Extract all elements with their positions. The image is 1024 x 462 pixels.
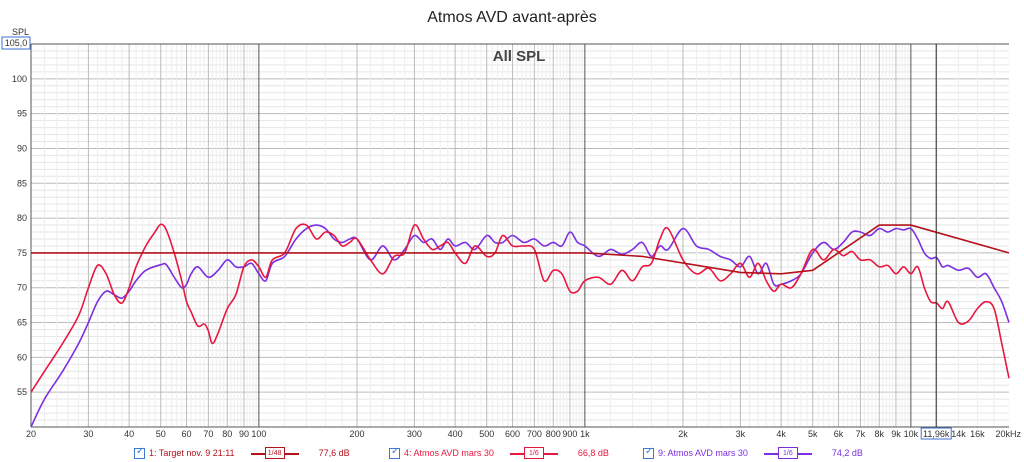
x-tick-label: 90 (239, 429, 249, 439)
y-tick-label: 95 (17, 109, 27, 119)
x-axis-ticks: 20 30 40 50 60 70 80 90 100 200 300 400 500 600 700 800… (26, 429, 1022, 439)
y-tick-label: 85 (17, 178, 27, 188)
checkbox-icon[interactable] (134, 446, 145, 459)
chart-subtitle: All SPL (493, 48, 546, 65)
smoothing-label: 1/48 (264, 447, 285, 459)
x-tick-label: 100 (251, 429, 266, 439)
cursor-value: 11,96k (923, 429, 950, 439)
frequency-response-chart: Atmos AVD avant-après 55 60 65 70 75 80 85 90 95… (1, 9, 1022, 440)
series-layer (30, 223, 1010, 428)
legend-series-name: 9: Atmos AVD mars 30 (658, 448, 748, 458)
legend-line-swatch[interactable]: 1/48 (250, 447, 299, 459)
x-tick-label: 6k (834, 429, 844, 439)
y-tick-label: 55 (17, 387, 27, 397)
legend-series-name: 4: Atmos AVD mars 30 (404, 448, 494, 458)
legend: 1: Target nov. 9 21:11 1/48 77,6 dB 4: A… (0, 444, 1024, 462)
grid (30, 43, 1009, 428)
x-tick-label: 8k (875, 429, 885, 439)
x-tick-label: 14k (951, 429, 966, 439)
series-line-1[interactable] (31, 224, 1010, 275)
y-tick-label: 100 (12, 74, 27, 84)
x-tick-label: 400 (448, 429, 463, 439)
x-tick-label: 10k (904, 429, 919, 439)
x-tick-label: 4k (776, 429, 786, 439)
x-tick-label: 500 (479, 429, 494, 439)
plot-area[interactable] (31, 44, 1009, 427)
legend-line-swatch[interactable]: 1/6 (509, 447, 558, 459)
y-top-value: 105,0 (5, 38, 28, 48)
legend-item-atmos-4[interactable]: 4: Atmos AVD mars 30 1/6 66,8 dB (389, 446, 609, 460)
x-tick-label: 20kHz (995, 429, 1021, 439)
x-tick-label: 700 (527, 429, 542, 439)
y-tick-label: 70 (17, 283, 27, 293)
x-tick-label: 3k (736, 429, 746, 439)
y-tick-label: 90 (17, 143, 27, 153)
x-tick-label: 40 (124, 429, 134, 439)
legend-level: 77,6 dB (318, 448, 350, 458)
y-tick-label: 60 (17, 352, 27, 362)
x-tick-label: 7k (856, 429, 866, 439)
x-tick-label: 200 (349, 429, 364, 439)
y-tick-label: 75 (17, 248, 27, 258)
y-tick-label: 80 (17, 213, 27, 223)
y-axis-ticks: 55 60 65 70 75 80 85 90 95 100 (12, 74, 27, 397)
x-tick-label: 80 (222, 429, 232, 439)
legend-item-atmos-9[interactable]: 9: Atmos AVD mars 30 1/6 74,2 dB (643, 446, 863, 460)
cursor-value-box[interactable] (920, 427, 952, 440)
smoothing-label: 1/6 (523, 447, 544, 459)
x-tick-label: 1k (580, 429, 590, 439)
legend-item-target[interactable]: 1: Target nov. 9 21:11 1/48 77,6 dB (134, 446, 350, 460)
checkbox-icon[interactable] (389, 446, 400, 459)
x-tick-label: 60 (182, 429, 192, 439)
x-tick-label: 30 (83, 429, 93, 439)
checkbox-icon[interactable] (643, 446, 654, 459)
legend-level: 66,8 dB (577, 448, 609, 458)
legend-series-name: 1: Target nov. 9 21:11 (149, 448, 235, 458)
y-axis-label: SPL (12, 27, 29, 37)
series-line-3[interactable] (30, 224, 1010, 428)
legend-level: 74,2 dB (831, 448, 863, 458)
x-tick-label: 9k (891, 429, 901, 439)
chart-title: Atmos AVD avant-après (427, 9, 597, 26)
legend-line-swatch[interactable]: 1/6 (763, 447, 812, 459)
x-tick-label: 2k (678, 429, 688, 439)
x-tick-label: 70 (203, 429, 213, 439)
x-tick-label: 900 (562, 429, 577, 439)
x-tick-label: 5k (808, 429, 818, 439)
x-tick-label: 300 (407, 429, 422, 439)
x-tick-label: 50 (156, 429, 166, 439)
x-tick-label: 800 (546, 429, 561, 439)
series-line-2[interactable] (30, 223, 1010, 393)
x-tick-label: 16k (970, 429, 985, 439)
y-tick-label: 65 (17, 318, 27, 328)
x-tick-label: 600 (505, 429, 520, 439)
y-top-value-box[interactable] (1, 36, 31, 50)
smoothing-label: 1/6 (777, 447, 798, 459)
x-tick-label: 20 (26, 429, 36, 439)
